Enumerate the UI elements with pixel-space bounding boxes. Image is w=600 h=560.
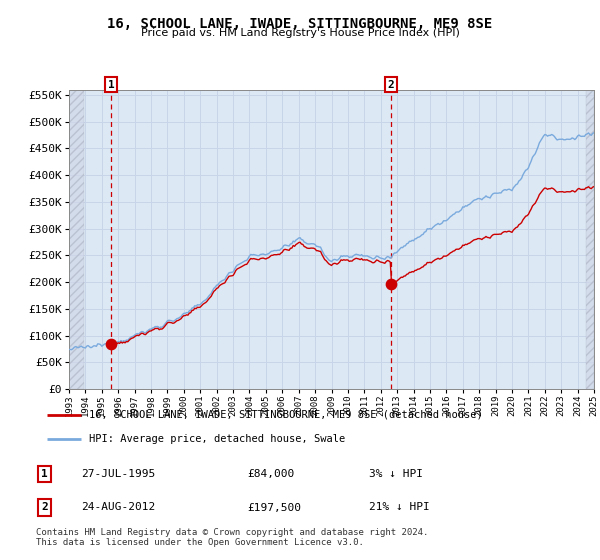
Text: 21% ↓ HPI: 21% ↓ HPI: [368, 502, 430, 512]
Text: Price paid vs. HM Land Registry's House Price Index (HPI): Price paid vs. HM Land Registry's House …: [140, 28, 460, 38]
Text: 16, SCHOOL LANE, IWADE, SITTINGBOURNE, ME9 8SE (detached house): 16, SCHOOL LANE, IWADE, SITTINGBOURNE, M…: [89, 410, 482, 420]
Text: 2: 2: [41, 502, 48, 512]
Text: 24-AUG-2012: 24-AUG-2012: [81, 502, 155, 512]
Text: 1: 1: [41, 469, 48, 479]
Point: [386, 279, 396, 288]
Bar: [69, 90, 84, 389]
Text: HPI: Average price, detached house, Swale: HPI: Average price, detached house, Swal…: [89, 434, 345, 444]
Text: 2: 2: [388, 80, 395, 90]
Text: 3% ↓ HPI: 3% ↓ HPI: [368, 469, 422, 479]
Text: 27-JUL-1995: 27-JUL-1995: [81, 469, 155, 479]
Text: £197,500: £197,500: [247, 502, 301, 512]
Text: 16, SCHOOL LANE, IWADE, SITTINGBOURNE, ME9 8SE: 16, SCHOOL LANE, IWADE, SITTINGBOURNE, M…: [107, 17, 493, 31]
Text: £84,000: £84,000: [247, 469, 295, 479]
Point: [106, 340, 116, 349]
Text: Contains HM Land Registry data © Crown copyright and database right 2024.
This d: Contains HM Land Registry data © Crown c…: [36, 528, 428, 547]
Bar: [586, 90, 594, 389]
Text: 1: 1: [108, 80, 115, 90]
